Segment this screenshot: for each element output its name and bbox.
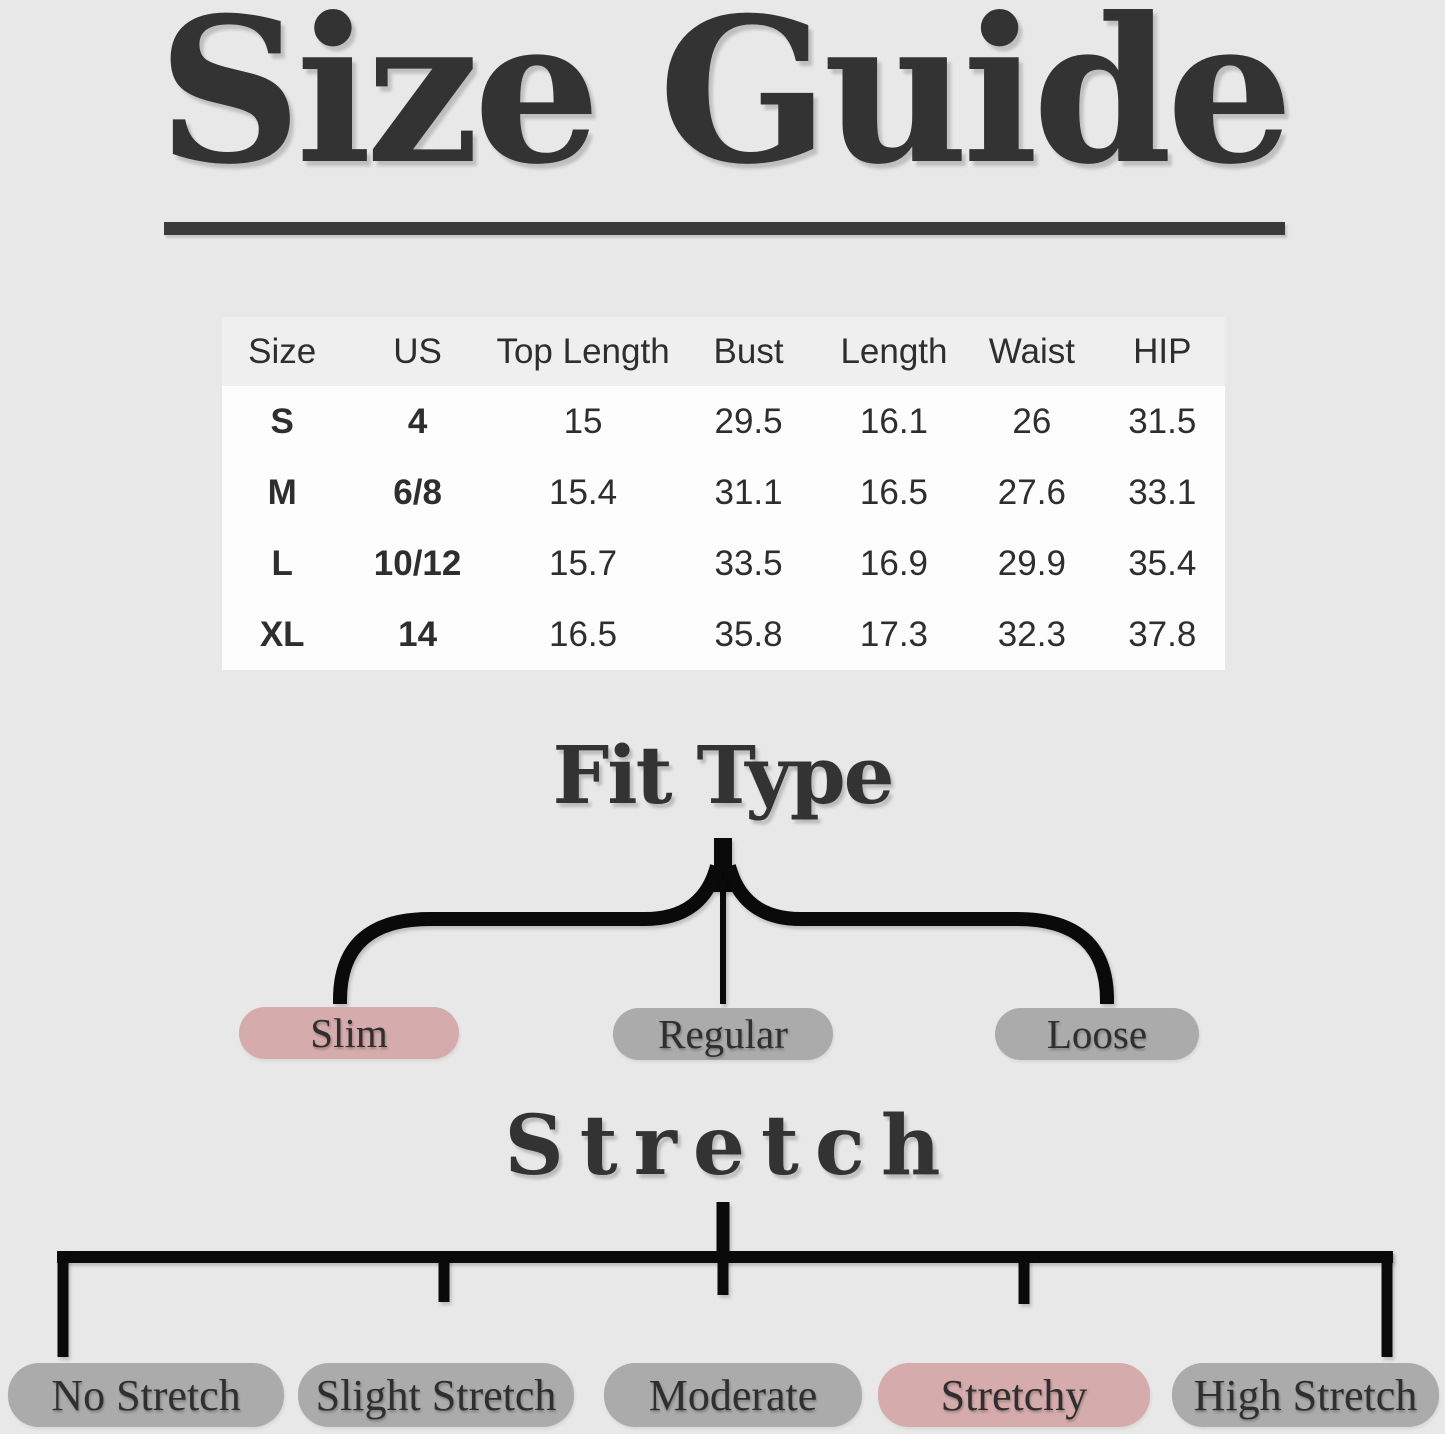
cell-us: 10/12 — [373, 543, 462, 583]
column-header-waist: Waist — [988, 331, 1075, 371]
cell-length: 16.1 — [859, 401, 929, 441]
fit-option-label: Regular — [658, 1011, 788, 1057]
cell-top-length: 15.4 — [549, 472, 618, 512]
fit-option-slim: Slim — [239, 1007, 459, 1059]
stretch-option-stretchy: Stretchy — [878, 1363, 1150, 1427]
table-row-s: S 4 15 29.5 16.1 26 31.5 — [222, 386, 1225, 457]
cell-hip: 33.1 — [1128, 472, 1197, 512]
stretch-option-label: Stretchy — [940, 1370, 1088, 1420]
column-header-top-length: Top Length — [496, 331, 670, 371]
cell-waist: 29.9 — [997, 543, 1066, 583]
cell-length: 16.9 — [859, 543, 929, 583]
title-underline — [164, 222, 1285, 235]
cell-hip: 37.8 — [1128, 614, 1197, 654]
stretch-option-no-stretch: No Stretch — [8, 1363, 284, 1427]
stretch-option-label: No Stretch — [51, 1370, 241, 1420]
cell-hip: 31.5 — [1128, 401, 1197, 441]
stretch-heading: Stretch — [504, 1098, 957, 1194]
size-chart-header-row: Size US Top Length Bust Length Waist HIP — [222, 317, 1225, 386]
fit-option-label: Slim — [310, 1010, 388, 1056]
cell-top-length: 15.7 — [549, 543, 618, 583]
cell-us: 4 — [407, 401, 428, 441]
cell-waist: 26 — [1012, 401, 1052, 441]
fit-type-brace-left — [333, 863, 724, 1004]
table-row-m: M 6/8 15.4 31.1 16.5 27.6 33.1 — [222, 457, 1225, 528]
stretch-option-label: Slight Stretch — [315, 1370, 557, 1420]
cell-hip: 35.4 — [1128, 543, 1197, 583]
table-row-xl: XL 14 16.5 35.8 17.3 32.3 37.8 — [222, 599, 1225, 670]
cell-size: M — [267, 472, 297, 512]
stretch-option-high-stretch: High Stretch — [1172, 1363, 1439, 1427]
fit-type-heading: Fit Type — [552, 728, 894, 822]
fit-option-loose: Loose — [995, 1008, 1199, 1060]
cell-bust: 35.8 — [714, 614, 783, 654]
table-row-l: L 10/12 15.7 33.5 16.9 29.9 35.4 — [222, 528, 1225, 599]
cell-top-length: 15 — [563, 401, 603, 441]
size-chart-table: Size US Top Length Bust Length Waist HIP… — [222, 317, 1225, 670]
cell-length: 17.3 — [859, 614, 929, 654]
page-title: Size Guide — [157, 0, 1293, 209]
stretch-option-label: Moderate — [648, 1370, 818, 1420]
size-chart: Size US Top Length Bust Length Waist HIP… — [222, 317, 1225, 670]
column-header-size: Size — [248, 331, 317, 371]
cell-waist: 32.3 — [997, 614, 1066, 654]
cell-size: XL — [259, 614, 305, 654]
column-header-hip: HIP — [1133, 331, 1192, 371]
cell-length: 16.5 — [859, 472, 929, 512]
cell-size: S — [270, 401, 294, 441]
cell-bust: 29.5 — [714, 401, 783, 441]
cell-bust: 31.1 — [714, 472, 783, 512]
fit-option-label: Loose — [1046, 1011, 1148, 1057]
stretch-option-moderate: Moderate — [604, 1363, 862, 1427]
fit-type-brace-right — [722, 863, 1114, 1004]
cell-bust: 33.5 — [714, 543, 783, 583]
column-header-us: US — [393, 331, 442, 371]
column-header-length: Length — [840, 331, 948, 371]
cell-waist: 27.6 — [997, 472, 1066, 512]
cell-us: 14 — [398, 614, 438, 654]
cell-us: 6/8 — [393, 472, 442, 512]
column-header-bust: Bust — [713, 331, 784, 371]
cell-top-length: 16.5 — [549, 614, 618, 654]
stretch-option-label: High Stretch — [1193, 1370, 1418, 1420]
stretch-option-slight-stretch: Slight Stretch — [298, 1363, 574, 1427]
fit-option-regular: Regular — [613, 1008, 833, 1060]
cell-size: L — [271, 543, 293, 583]
